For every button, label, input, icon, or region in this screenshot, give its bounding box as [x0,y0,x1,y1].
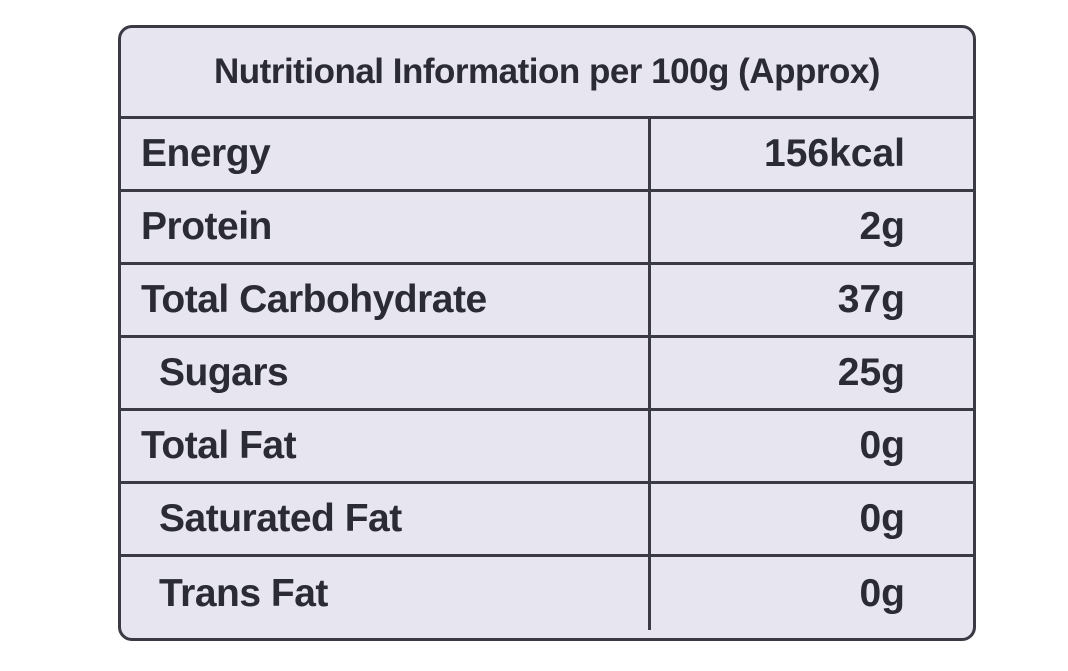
table-row: Sugars 25g [121,338,973,411]
table-row: Total Fat 0g [121,411,973,484]
nutrient-value: 0g [859,497,905,540]
nutrient-name: Sugars [121,338,651,408]
nutrition-label: Nutritional Information per 100g (Approx… [118,25,976,641]
nutrient-value: 2g [859,205,905,248]
nutrient-name: Trans Fat [121,557,651,630]
nutrient-name: Energy [121,119,651,189]
nutrient-value: 0g [859,424,905,467]
table-row: Protein 2g [121,192,973,265]
nutrient-value: 156kcal [764,132,905,175]
label-title: Nutritional Information per 100g (Approx… [121,28,973,119]
table-row: Saturated Fat 0g [121,484,973,557]
nutrient-name: Protein [121,192,651,262]
nutrient-value: 25g [837,351,905,394]
nutrient-name: Total Carbohydrate [121,265,651,335]
nutrient-name: Total Fat [121,411,651,481]
table-row: Total Carbohydrate 37g [121,265,973,338]
nutrient-name: Saturated Fat [121,484,651,554]
table-row: Trans Fat 0g [121,557,973,630]
nutrient-value: 37g [837,278,905,321]
table-row: Energy 156kcal [121,119,973,192]
nutrient-value: 0g [859,571,905,615]
